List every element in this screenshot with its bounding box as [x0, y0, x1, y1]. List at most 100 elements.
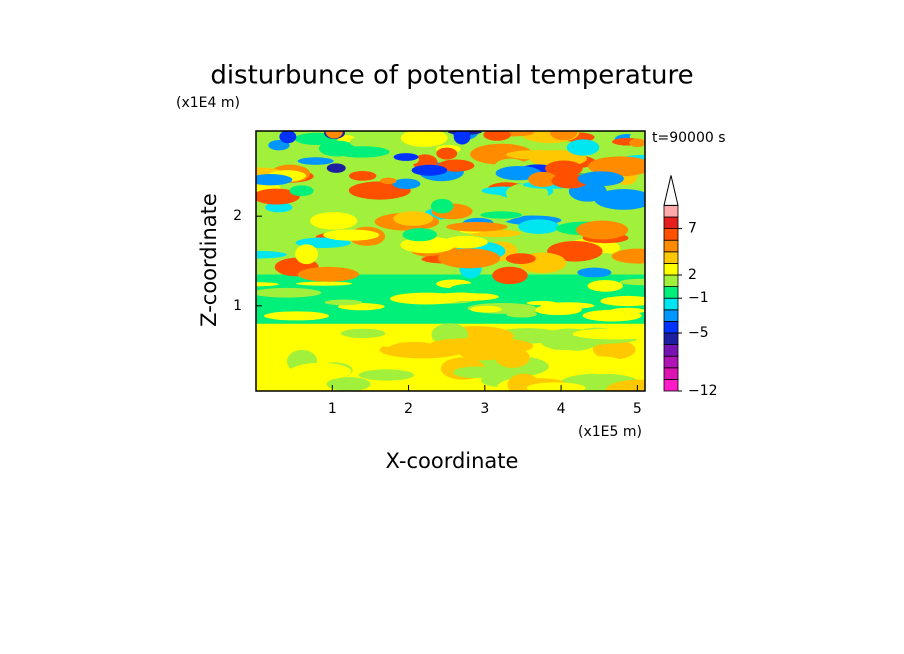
field-blob	[334, 146, 390, 158]
x-axis-title: X-coordinate	[386, 449, 519, 473]
field-blob	[308, 308, 383, 315]
colorbar-label: −5	[688, 325, 709, 341]
field-blob	[550, 131, 578, 141]
field-blob	[619, 278, 645, 286]
field-blob	[430, 338, 504, 351]
field-blob	[629, 138, 645, 148]
field-blob	[528, 171, 558, 188]
field-blob	[380, 177, 397, 185]
colorbar-box	[663, 204, 679, 218]
field-blob	[506, 311, 538, 318]
x-unit: (x1E5 m)	[578, 424, 642, 440]
field-blob	[518, 219, 560, 234]
field-blob	[279, 131, 297, 144]
field-blob	[452, 366, 499, 379]
field-blob	[605, 379, 645, 391]
colorbar-box	[663, 239, 679, 253]
field-blob	[349, 135, 388, 149]
field-blob	[297, 266, 359, 282]
colorbar-box	[663, 344, 679, 357]
colorbar-extension	[663, 175, 679, 206]
y-tick-label: 2	[233, 208, 242, 224]
colorbar-box	[663, 216, 679, 230]
field-blob	[256, 287, 322, 298]
colorbar-box	[663, 297, 679, 311]
field-blob	[326, 377, 371, 391]
y-unit: (x1E4 m)	[176, 95, 240, 111]
colorbar-box	[663, 355, 679, 369]
field-blob	[326, 163, 346, 173]
field-blob	[453, 131, 471, 145]
field-blob	[256, 174, 293, 186]
x-tick-label: 3	[480, 401, 489, 417]
field-blob	[437, 159, 475, 172]
field-blob	[480, 211, 522, 219]
field-blob	[577, 267, 612, 278]
annotation: t=90000 s	[652, 130, 726, 146]
field-blob	[577, 171, 624, 187]
field-blob	[263, 311, 330, 321]
field-blob	[576, 220, 629, 240]
field-blob	[436, 147, 458, 160]
field-blob	[506, 150, 568, 160]
colorbar-box	[663, 309, 679, 322]
colorbar-box	[663, 320, 679, 334]
field-blob	[430, 292, 499, 302]
field-blob	[592, 339, 636, 360]
field-blob	[450, 282, 521, 294]
field-blob	[297, 157, 334, 165]
plot-frame	[255, 130, 646, 392]
field-blob	[594, 189, 645, 210]
x-tick-label: 2	[404, 401, 413, 417]
field-blob	[526, 382, 586, 391]
field-blob	[526, 300, 557, 306]
colorbar-label: −1	[688, 290, 709, 306]
field-blob	[545, 160, 583, 177]
colorbar-box	[663, 251, 679, 264]
field-blob	[387, 341, 440, 357]
field-blob	[256, 282, 279, 287]
field-blob	[392, 178, 421, 190]
field-blob	[309, 212, 358, 230]
field-blob	[483, 131, 511, 141]
field-blob	[289, 362, 352, 380]
field-blob	[572, 328, 645, 340]
x-tick-label: 1	[328, 401, 337, 417]
field-blob	[437, 248, 501, 269]
field-blob	[358, 369, 415, 381]
field-blob	[348, 170, 377, 181]
field-blob	[411, 164, 448, 176]
field-blob	[587, 280, 624, 292]
field-blob	[474, 314, 509, 320]
field-blob	[393, 211, 434, 226]
x-tick-label: 4	[557, 401, 566, 417]
field-blob	[402, 228, 438, 242]
field-blob	[495, 347, 530, 368]
y-axis-title: Z-coordinate	[197, 193, 221, 327]
field-blob	[505, 253, 536, 265]
colorbar-box	[663, 367, 679, 380]
colorbar-box	[663, 228, 679, 241]
field-blob	[324, 299, 363, 306]
colorbar-box	[663, 274, 679, 288]
field-blob	[295, 281, 353, 286]
field-blob	[295, 244, 318, 265]
colorbar-label: 7	[688, 221, 697, 237]
field-blob	[566, 139, 600, 156]
field-blob	[393, 153, 419, 161]
chart-title: disturbunce of potential temperature	[210, 61, 693, 91]
colorbar-box	[663, 262, 679, 276]
field-blob	[270, 331, 361, 344]
field-blob	[340, 328, 386, 338]
field-blob	[507, 195, 530, 205]
field-blob	[470, 305, 502, 313]
colorbar-label: 2	[688, 267, 697, 283]
field-blob	[323, 229, 380, 241]
field-blob	[256, 250, 287, 259]
x-tick-label: 5	[633, 401, 642, 417]
field-blob	[256, 188, 300, 205]
colorbar-box	[663, 286, 679, 299]
field-blob	[611, 248, 645, 264]
field-blob	[265, 202, 293, 213]
field-blob	[325, 131, 343, 139]
